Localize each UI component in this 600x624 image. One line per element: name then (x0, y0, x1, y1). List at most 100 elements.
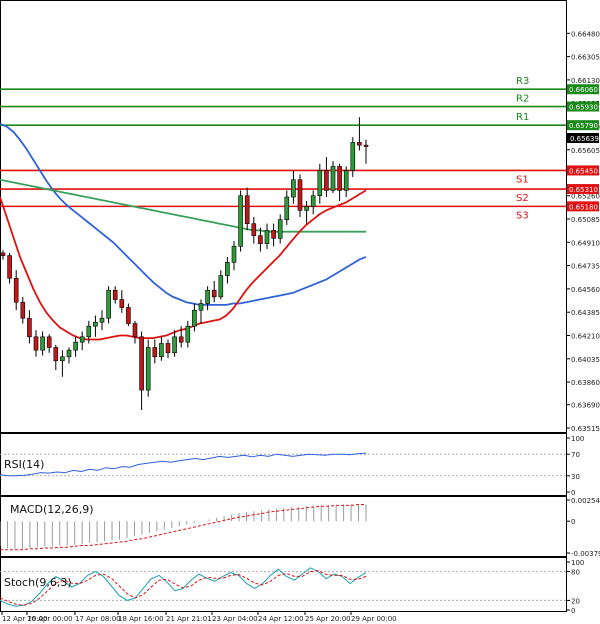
x-tick-label: 29 Apr 00:00 (351, 615, 397, 623)
candle-body (172, 336, 177, 354)
candle-body (324, 170, 329, 191)
rsi-tick-label: 30 (571, 473, 580, 481)
candle-body (33, 336, 39, 351)
candle-body (7, 255, 12, 279)
candle-body (343, 170, 349, 191)
price-tick-label: 0.64560 (571, 286, 600, 294)
candle-body (304, 206, 309, 211)
candle-body (20, 301, 26, 319)
rsi-pane (0, 433, 567, 496)
price-tick-label: 0.65085 (571, 216, 600, 224)
candle-body (310, 195, 316, 207)
candle-body (244, 195, 250, 224)
candle-body (99, 317, 105, 323)
macd-tick-label: 0.002541 (571, 497, 600, 505)
candle-body (350, 142, 356, 171)
current-price-box (567, 133, 599, 143)
price-tick-label: 0.66480 (571, 30, 600, 38)
candle-body (251, 223, 257, 236)
candle-body (86, 325, 92, 338)
level-label-r3: R3 (516, 76, 529, 87)
level-price-label-r1: 0.65790 (569, 122, 598, 130)
macd-tick-label: 0 (571, 518, 575, 526)
x-tick-label: 17 Apr 08:00 (75, 615, 121, 623)
candle-body (264, 230, 270, 244)
stoch-pane (0, 557, 567, 612)
price-tick-label: 0.66305 (571, 54, 600, 62)
ma-line-red (0, 189, 367, 341)
price-tick-label: 0.66130 (571, 77, 600, 85)
level-price-label-s2: 0.65310 (569, 186, 598, 194)
stoch-title: Stoch(9,6,3) (4, 576, 72, 589)
candle-body (363, 144, 369, 147)
price-tick-label: 0.63515 (571, 425, 600, 433)
candle-body (198, 303, 204, 311)
price-tick-label: 0.64910 (571, 239, 600, 247)
candle-body (284, 196, 290, 220)
candle-body (231, 245, 237, 263)
x-tick-label: 12 Apr 20:00 (2, 615, 48, 623)
candle-body (60, 356, 65, 362)
candle-body (297, 179, 303, 211)
price-tick-label: 0.64735 (571, 263, 600, 271)
level-price-box-r3 (567, 84, 599, 95)
level-price-box-r2 (567, 101, 599, 112)
x-tick-label: 23 Apr 04:00 (212, 615, 258, 623)
candle-body (185, 325, 191, 343)
level-label-r2: R2 (516, 94, 529, 105)
candle-body (73, 341, 78, 351)
stoch-tick-label: 80 (571, 569, 580, 577)
candle-body (93, 321, 98, 327)
candle-body (145, 347, 151, 391)
price-tick-label: 0.64210 (571, 332, 600, 340)
x-tick-label: 21 Apr 21:01 (166, 615, 212, 623)
stoch-tick-label: 20 (571, 597, 580, 605)
price-pane (0, 0, 567, 433)
x-tick-label: 16 Apr 00:00 (27, 615, 73, 623)
price-tick-label: 0.64385 (571, 309, 600, 317)
candle-body (53, 347, 59, 362)
candle-body (178, 336, 184, 343)
rsi-tick-label: 100 (571, 435, 584, 443)
price-tick-label: 0.64035 (571, 356, 600, 364)
candle-body (271, 230, 276, 239)
candle-body (126, 307, 131, 324)
level-price-label-r3: 0.66060 (569, 86, 598, 94)
level-label-s3: S3 (516, 210, 529, 221)
candle-body (119, 299, 125, 308)
macd-tick-label: -0.003799 (571, 550, 600, 558)
stoch-signal-line (0, 570, 367, 606)
candle-body (132, 323, 138, 338)
candle-body (152, 347, 158, 358)
level-label-r1: R1 (516, 112, 529, 123)
candle-body (106, 289, 111, 319)
candle-body (291, 179, 296, 198)
x-tick-label: 18 Apr 16:00 (118, 615, 164, 623)
candle-body (277, 219, 283, 239)
candle-body (218, 275, 224, 298)
candle-body (79, 336, 85, 343)
price-tick-label: 0.63690 (571, 402, 600, 410)
macd-title: MACD(12,26,9) (10, 503, 94, 516)
macd-signal-line (0, 504, 366, 551)
level-price-box-s1 (567, 165, 599, 176)
candle-body (211, 289, 217, 298)
candle-body (192, 309, 197, 327)
level-price-label-r2: 0.65930 (569, 104, 598, 112)
price-tick-label: 0.63860 (571, 379, 600, 387)
candle-body (27, 317, 32, 338)
level-price-label-s1: 0.65450 (569, 167, 598, 175)
price-tick-label: 0.65260 (571, 193, 600, 201)
candle-body (330, 166, 336, 191)
level-price-box-r1 (567, 120, 599, 131)
candle-body (46, 336, 52, 348)
stoch-tick-label: 100 (571, 559, 584, 567)
candle-body (225, 261, 230, 276)
price-tick-label: 0.65605 (571, 147, 600, 155)
ma-line-blue (0, 122, 367, 306)
candle-body (205, 289, 210, 304)
candle-body (238, 195, 243, 247)
current-price-label: 0.65639 (570, 135, 599, 143)
candle-body (357, 142, 362, 146)
macd-pane (0, 496, 567, 557)
